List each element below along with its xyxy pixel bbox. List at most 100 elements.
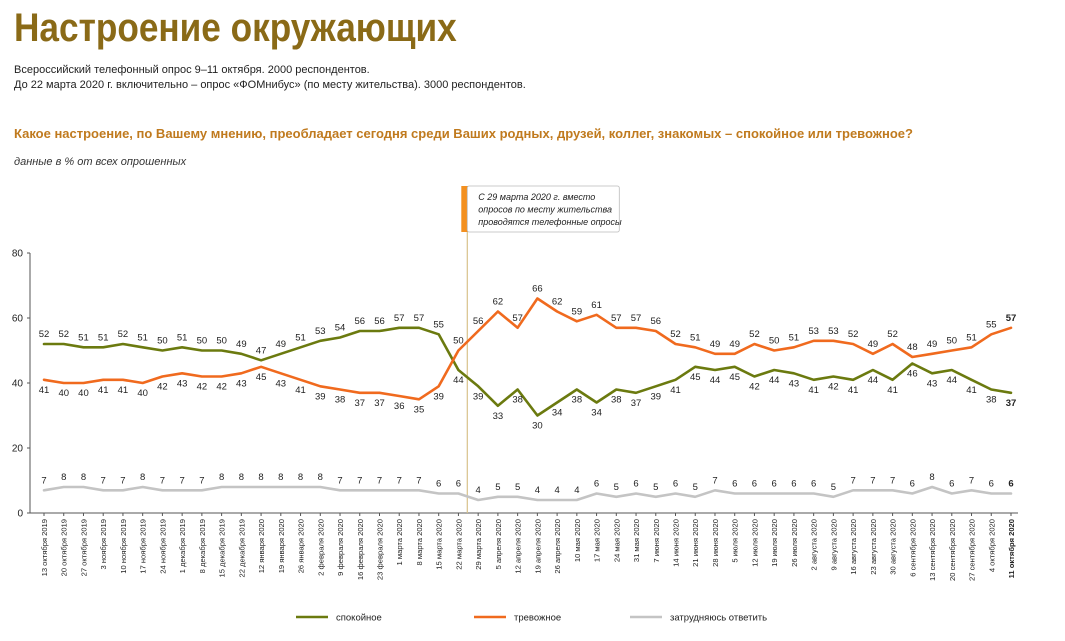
data-label-undecided: 8 bbox=[81, 472, 86, 483]
x-tick-label: 16 февраля 2020 bbox=[356, 519, 365, 580]
data-label-calm: 38 bbox=[512, 395, 523, 406]
data-label-anxious: 41 bbox=[118, 385, 129, 396]
data-label-calm: 49 bbox=[276, 339, 287, 350]
x-tick-label: 27 октября 2019 bbox=[79, 519, 88, 576]
data-label-calm: 34 bbox=[552, 408, 563, 419]
series-line-1 bbox=[42, 297, 1013, 401]
x-tick-label: 13 сентября 2020 bbox=[928, 519, 937, 581]
data-label-calm: 41 bbox=[966, 385, 977, 396]
legend-label: затрудняюсь ответить bbox=[670, 613, 767, 624]
data-label-anxious: 52 bbox=[848, 329, 859, 340]
data-label-calm: 34 bbox=[591, 408, 602, 419]
x-tick-label: 26 июля 2020 bbox=[790, 519, 799, 567]
data-label-anxious: 38 bbox=[335, 395, 346, 406]
data-label-calm: 55 bbox=[433, 319, 444, 330]
data-label-undecided: 6 bbox=[989, 479, 994, 490]
data-label-undecided: 8 bbox=[278, 472, 283, 483]
data-label-anxious: 49 bbox=[710, 339, 721, 350]
data-label-calm: 38 bbox=[611, 395, 622, 406]
data-label-calm: 57 bbox=[394, 313, 405, 324]
x-tick-label: 20 октября 2019 bbox=[60, 519, 69, 576]
callout-text: проводятся телефонные опросы bbox=[478, 217, 622, 227]
data-label-calm: 50 bbox=[157, 336, 168, 347]
x-tick-label: 22 марта 2020 bbox=[454, 519, 463, 570]
data-label-calm: 37 bbox=[1006, 398, 1017, 409]
data-label-anxious: 39 bbox=[433, 391, 444, 402]
data-label-undecided: 8 bbox=[140, 472, 145, 483]
data-label-anxious: 50 bbox=[769, 336, 780, 347]
x-tick-label: 5 июля 2020 bbox=[731, 519, 740, 563]
data-label-undecided: 6 bbox=[949, 479, 954, 490]
data-label-undecided: 5 bbox=[693, 482, 698, 493]
data-label-undecided: 7 bbox=[969, 475, 974, 486]
x-tick-label: 1 декабря 2019 bbox=[178, 519, 187, 573]
data-label-undecided: 6 bbox=[633, 479, 638, 490]
page-title: Настроение окружающих bbox=[14, 6, 457, 50]
x-tick-label: 3 ноября 2019 bbox=[99, 519, 108, 569]
data-label-undecided: 5 bbox=[495, 482, 500, 493]
data-label-calm: 37 bbox=[631, 398, 642, 409]
y-tick-label: 80 bbox=[12, 249, 24, 260]
y-tick-label: 60 bbox=[12, 314, 24, 325]
x-tick-label: 30 августа 2020 bbox=[889, 519, 898, 575]
data-label-calm: 41 bbox=[670, 385, 681, 396]
data-label-anxious: 45 bbox=[256, 372, 267, 383]
data-label-undecided: 6 bbox=[732, 479, 737, 490]
data-label-anxious: 42 bbox=[197, 382, 208, 393]
data-label-calm: 51 bbox=[177, 332, 188, 343]
data-label-undecided: 4 bbox=[476, 485, 481, 496]
data-label-calm: 51 bbox=[295, 332, 306, 343]
x-tick-label: 17 мая 2020 bbox=[593, 519, 602, 562]
data-label-undecided: 6 bbox=[594, 479, 599, 490]
data-label-calm: 51 bbox=[137, 332, 148, 343]
data-label-calm: 33 bbox=[493, 411, 504, 422]
data-label-undecided: 7 bbox=[357, 475, 362, 486]
data-label-anxious: 56 bbox=[650, 316, 661, 327]
data-label-calm: 50 bbox=[216, 336, 227, 347]
data-label-calm: 44 bbox=[868, 375, 879, 386]
data-label-undecided: 5 bbox=[614, 482, 619, 493]
x-tick-label: 6 сентября 2020 bbox=[908, 519, 917, 577]
data-label-anxious: 35 bbox=[414, 404, 425, 415]
data-label-calm: 52 bbox=[39, 329, 50, 340]
subtitle-survey: Всероссийский телефонный опрос 9–11 октя… bbox=[14, 64, 370, 76]
data-label-undecided: 7 bbox=[337, 475, 342, 486]
units-note: данные в % от всех опрошенных bbox=[14, 156, 187, 168]
data-label-anxious: 55 bbox=[986, 319, 997, 330]
data-label-undecided: 7 bbox=[101, 475, 106, 486]
legend-label: спокойное bbox=[336, 613, 382, 624]
data-label-anxious: 56 bbox=[473, 316, 484, 327]
x-tick-label: 9 февраля 2020 bbox=[336, 519, 345, 576]
data-label-anxious: 57 bbox=[1006, 313, 1017, 324]
data-label-undecided: 6 bbox=[752, 479, 757, 490]
data-label-anxious: 49 bbox=[729, 339, 740, 350]
data-label-anxious: 42 bbox=[157, 382, 168, 393]
x-tick-label: 19 января 2020 bbox=[277, 519, 286, 573]
data-label-undecided: 5 bbox=[831, 482, 836, 493]
data-label-calm: 30 bbox=[532, 421, 543, 432]
data-label-anxious: 53 bbox=[808, 326, 819, 337]
x-tick-label: 8 марта 2020 bbox=[415, 519, 424, 565]
data-label-undecided: 7 bbox=[416, 475, 421, 486]
data-label-calm: 38 bbox=[572, 395, 583, 406]
data-label-anxious: 41 bbox=[39, 385, 50, 396]
x-tick-label: 12 апреля 2020 bbox=[514, 519, 523, 574]
data-label-anxious: 52 bbox=[749, 329, 760, 340]
data-label-calm: 44 bbox=[710, 375, 721, 386]
data-label-undecided: 6 bbox=[772, 479, 777, 490]
data-label-undecided: 5 bbox=[653, 482, 658, 493]
data-label-undecided: 8 bbox=[239, 472, 244, 483]
data-label-undecided: 6 bbox=[436, 479, 441, 490]
data-label-calm: 51 bbox=[98, 332, 109, 343]
series-line-0 bbox=[42, 326, 1013, 417]
data-label-calm: 39 bbox=[650, 391, 661, 402]
x-tick-label: 1 марта 2020 bbox=[395, 519, 404, 565]
data-label-anxious: 41 bbox=[295, 385, 306, 396]
x-tick-label: 2 февраля 2020 bbox=[316, 519, 325, 576]
x-tick-label: 8 декабря 2019 bbox=[198, 519, 207, 573]
x-tick-label: 11 октября 2020 bbox=[1007, 519, 1016, 578]
x-tick-label: 19 июля 2020 bbox=[770, 519, 779, 567]
data-label-calm: 49 bbox=[236, 339, 247, 350]
series-line-2 bbox=[42, 485, 1013, 502]
